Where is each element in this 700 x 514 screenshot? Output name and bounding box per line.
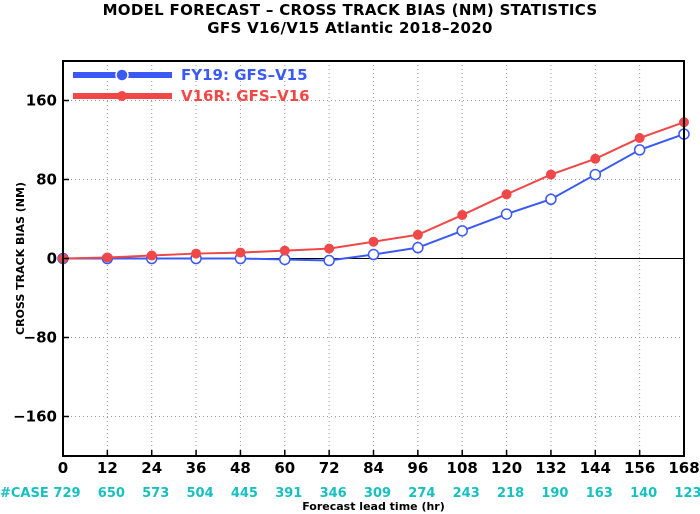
x-tick-label: 0 bbox=[58, 459, 68, 477]
case-count: 163 bbox=[586, 486, 613, 501]
legend-label: FY19: GFS–V15 bbox=[181, 66, 308, 84]
data-point bbox=[634, 133, 645, 144]
case-count: 504 bbox=[187, 486, 214, 501]
x-tick-label: 48 bbox=[230, 459, 251, 477]
case-count: 445 bbox=[231, 486, 258, 501]
data-point bbox=[545, 169, 556, 180]
case-count: 190 bbox=[541, 486, 568, 501]
x-tick-label: 84 bbox=[363, 459, 384, 477]
data-point bbox=[323, 254, 335, 267]
case-counts-row: #CASE 729 650 573 504 445 391 346 309 274 243 218 19… bbox=[0, 486, 700, 501]
x-tick-label: 72 bbox=[319, 459, 340, 477]
case-count: 346 bbox=[320, 486, 347, 501]
data-point bbox=[279, 245, 290, 256]
y-tick-label: −160 bbox=[13, 408, 57, 426]
x-tick-label: 156 bbox=[624, 459, 655, 477]
data-point bbox=[457, 210, 468, 221]
data-point bbox=[456, 225, 468, 237]
data-point bbox=[279, 253, 291, 266]
legend-marker bbox=[115, 68, 129, 82]
y-tick-label: −80 bbox=[24, 329, 57, 347]
x-tick-label: 24 bbox=[141, 459, 162, 477]
chart-title: MODEL FORECAST – CROSS TRACK BIAS (NM) S… bbox=[102, 1, 598, 19]
x-tick-label: 96 bbox=[407, 459, 428, 477]
x-tick-label: 144 bbox=[580, 459, 611, 477]
x-tick-label: 108 bbox=[447, 459, 478, 477]
x-tick-label: 120 bbox=[491, 459, 522, 477]
legend: FY19: GFS–V15 V16R: GFS–V16 bbox=[73, 66, 310, 105]
data-point bbox=[102, 252, 113, 263]
data-point bbox=[368, 236, 379, 247]
case-count: 650 bbox=[98, 486, 125, 501]
case-count: 218 bbox=[497, 486, 524, 501]
series-group bbox=[57, 117, 690, 267]
case-count: 729 bbox=[53, 486, 80, 501]
axis-ticks: 0 12 24 36 48 60 72 84 96 108 120 132 144 156 168 −160 −… bbox=[13, 92, 700, 478]
data-point bbox=[146, 250, 157, 261]
y-tick-label: 0 bbox=[47, 250, 57, 268]
case-count: 123 bbox=[674, 486, 700, 501]
data-point bbox=[235, 247, 246, 258]
data-point bbox=[500, 208, 513, 220]
x-tick-label: 132 bbox=[535, 459, 566, 477]
y-tick-label: 160 bbox=[26, 92, 57, 110]
case-count: 573 bbox=[142, 486, 169, 501]
x-tick-label: 12 bbox=[97, 459, 118, 477]
data-point bbox=[633, 144, 646, 156]
case-count: 140 bbox=[630, 486, 657, 501]
data-point bbox=[191, 248, 202, 259]
data-point bbox=[590, 153, 601, 164]
case-count: 391 bbox=[275, 486, 302, 501]
data-point bbox=[501, 189, 512, 200]
case-count: 243 bbox=[453, 486, 480, 501]
x-tick-label: 168 bbox=[668, 459, 699, 477]
case-count: 274 bbox=[408, 486, 435, 501]
x-axis-label: Forecast lead time (hr) bbox=[302, 500, 445, 513]
y-axis-label: CROSS TRACK BIAS (NM) bbox=[14, 182, 27, 335]
legend-label: V16R: GFS–V16 bbox=[181, 87, 310, 105]
data-point bbox=[545, 193, 557, 205]
chart-subtitle: GFS V16/V15 Atlantic 2018–2020 bbox=[207, 19, 493, 37]
x-tick-label: 60 bbox=[274, 459, 295, 477]
x-tick-label: 36 bbox=[186, 459, 207, 477]
data-point bbox=[412, 241, 424, 254]
case-count: 309 bbox=[364, 486, 391, 501]
data-point bbox=[367, 248, 380, 261]
legend-marker bbox=[117, 91, 127, 101]
series-gfs-v16 bbox=[58, 117, 689, 264]
data-point bbox=[589, 168, 602, 181]
data-point bbox=[412, 229, 423, 240]
data-point bbox=[324, 243, 335, 254]
case-row-label: #CASE bbox=[0, 486, 49, 501]
y-tick-label: 80 bbox=[36, 171, 57, 189]
